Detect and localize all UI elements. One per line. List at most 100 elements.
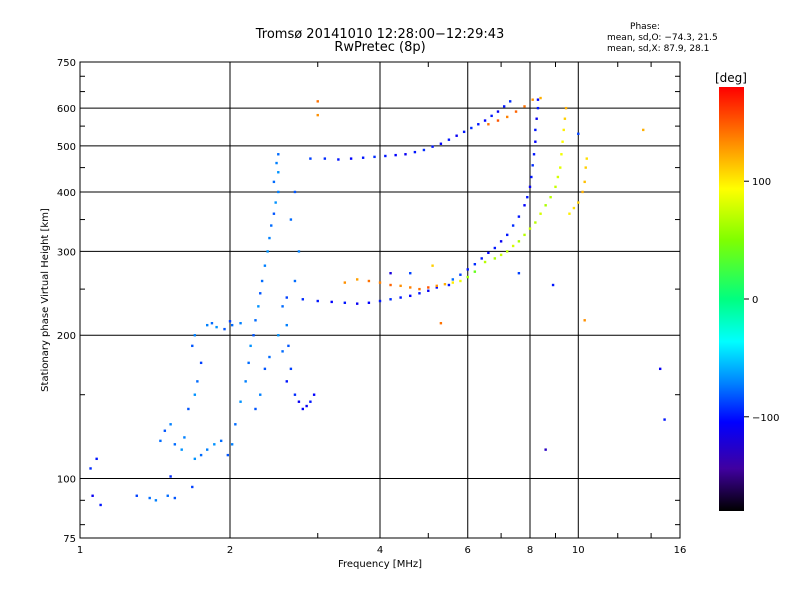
data-point [435, 284, 438, 288]
data-point [466, 275, 469, 279]
data-point [473, 263, 477, 266]
plot-frame [79, 61, 681, 539]
data-point [480, 257, 483, 260]
data-point [389, 283, 392, 287]
data-point [166, 494, 169, 497]
data-point [266, 250, 269, 253]
data-point [399, 296, 402, 299]
data-point [254, 319, 257, 322]
data-point [583, 180, 586, 184]
grid-lines [80, 62, 680, 538]
data-point [418, 287, 421, 291]
data-point [505, 233, 509, 237]
x-tick-label: 10 [572, 545, 585, 556]
data-point [169, 475, 172, 478]
data-point [277, 171, 280, 174]
y-tick-label: 500 [57, 142, 76, 153]
data-points [89, 96, 666, 507]
y-tick-label: 75 [63, 534, 76, 545]
data-point [568, 212, 571, 215]
data-point [451, 281, 455, 284]
data-point [455, 134, 458, 137]
y-tick-label: 100 [57, 475, 76, 486]
data-point [163, 429, 167, 432]
data-point [154, 499, 158, 502]
data-point [418, 292, 421, 295]
data-point [511, 224, 515, 227]
data-point [378, 299, 382, 303]
data-point [384, 154, 387, 158]
data-point [530, 175, 533, 179]
data-point [483, 119, 487, 122]
data-point [459, 273, 462, 276]
data-point [159, 439, 162, 443]
data-point [281, 350, 284, 353]
data-point [223, 327, 226, 331]
data-point [199, 453, 203, 457]
data-point [247, 361, 250, 365]
data-point [663, 418, 666, 421]
colorbar-tick-label: −100 [752, 413, 779, 424]
data-point [658, 367, 662, 371]
data-point [556, 175, 560, 179]
data-point [422, 148, 426, 152]
data-point [277, 190, 280, 194]
data-point [427, 289, 430, 292]
data-point [305, 404, 308, 408]
data-point [528, 185, 532, 189]
data-point [531, 98, 534, 101]
data-point [228, 320, 232, 323]
data-point [517, 272, 521, 275]
data-point [268, 236, 271, 240]
data-point [389, 298, 392, 301]
data-point [389, 272, 392, 275]
data-point [534, 128, 537, 132]
data-point [535, 117, 538, 120]
y-tick-labels: 75 100 200 300 400 500 600 750 [57, 58, 76, 545]
data-point [544, 204, 547, 207]
data-point [169, 423, 172, 426]
data-point [487, 123, 490, 126]
x-tick-label: 16 [674, 545, 687, 556]
x-tick-label: 4 [377, 545, 383, 556]
data-point [254, 407, 257, 411]
data-point [323, 157, 327, 160]
data-point [259, 393, 262, 396]
data-point [135, 494, 138, 497]
data-point [257, 305, 260, 308]
y-tick-label: 400 [57, 188, 76, 199]
data-point [91, 494, 94, 497]
data-point [399, 284, 402, 288]
data-point [226, 453, 230, 457]
data-point [191, 344, 194, 348]
x-tick-label: 1 [77, 545, 83, 556]
data-point [297, 400, 301, 403]
data-point [572, 206, 576, 210]
data-point [505, 250, 509, 253]
phase-stats-x-mode: mean, sd,X: 87.9, 28.1 [607, 44, 710, 54]
y-axis-title: Stationary phase Virtual Height [km] [40, 208, 51, 392]
data-point [577, 201, 580, 204]
data-point [193, 334, 197, 337]
data-point [260, 279, 264, 283]
data-point [268, 355, 271, 359]
data-point [301, 407, 305, 411]
colorbar-tick-label: 0 [752, 295, 758, 306]
data-point [252, 334, 255, 337]
data-point [499, 253, 503, 257]
data-point [409, 294, 412, 298]
data-point [316, 299, 319, 303]
data-point [355, 302, 359, 305]
data-point [517, 215, 521, 218]
data-point [534, 140, 537, 143]
data-point [285, 296, 288, 299]
data-point [95, 457, 98, 461]
data-point [343, 301, 347, 304]
data-point [508, 100, 512, 103]
data-point [499, 240, 503, 243]
data-point [289, 218, 293, 221]
data-point [196, 380, 199, 383]
data-point [215, 325, 218, 329]
data-point [526, 195, 529, 199]
data-point [409, 272, 412, 275]
